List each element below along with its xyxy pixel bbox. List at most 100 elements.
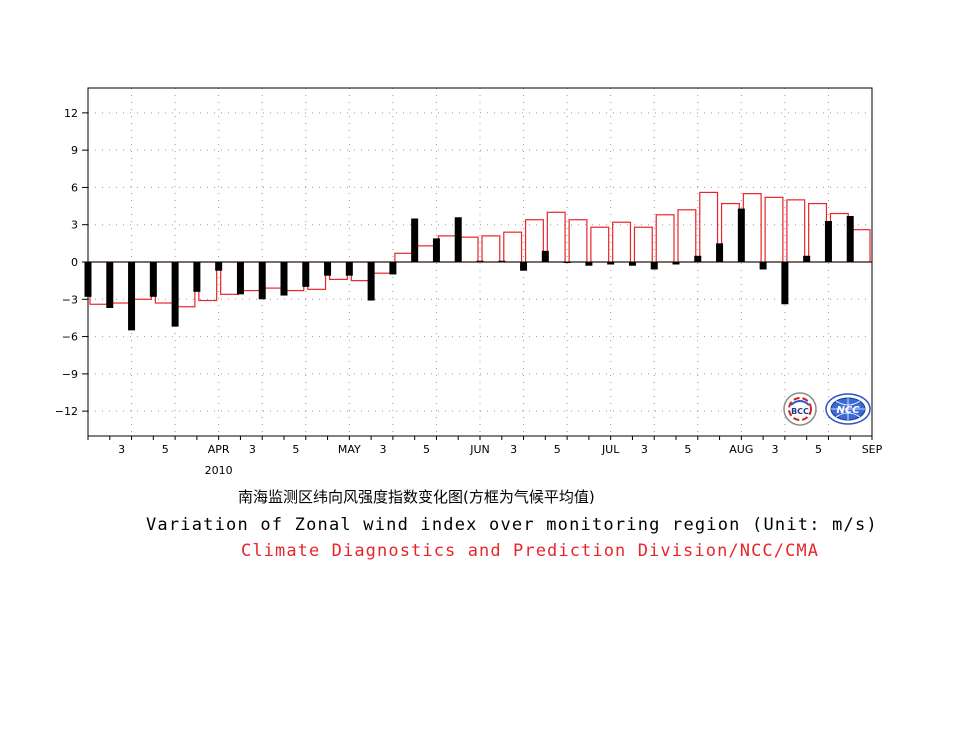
climatology-bar xyxy=(612,221,632,263)
y-tick-label: 9 xyxy=(71,144,78,157)
climatology-bar xyxy=(808,202,828,263)
x-axis: 3 5 APR 3 5 MAY 3 5 JUN 3 5 JUL 3 5 AUG 3 5 SEP xyxy=(87,436,883,456)
climatology-bar xyxy=(633,226,653,263)
climatology-bar xyxy=(568,219,588,263)
climatology-bar xyxy=(764,196,784,263)
x-tick-label: 3 xyxy=(380,443,387,456)
observed-bar xyxy=(476,260,484,262)
x-tick-label: 5 xyxy=(554,443,561,456)
observed-bar xyxy=(520,262,528,271)
x-tick-label: 3 xyxy=(249,443,256,456)
observed-bar xyxy=(149,262,157,297)
observed-bar xyxy=(716,243,724,262)
x-tick-label: 5 xyxy=(684,443,691,456)
observed-bar xyxy=(280,262,288,296)
x-tick-label: SEP xyxy=(862,443,883,456)
y-tick-label: 0 xyxy=(71,256,78,269)
observed-bar xyxy=(541,250,549,262)
climatology-bar xyxy=(699,191,719,263)
climatology-bar xyxy=(416,245,436,263)
climatology-bar xyxy=(285,261,305,292)
observed-bar xyxy=(824,220,832,262)
climatology-bar xyxy=(786,199,806,263)
y-tick-label: −12 xyxy=(55,405,78,418)
climatology-bar xyxy=(241,261,261,292)
climatology-bar xyxy=(829,212,849,263)
observed-bar xyxy=(128,262,136,331)
climatology-bar xyxy=(677,209,697,263)
observed-bar xyxy=(193,262,201,292)
climatology-bar xyxy=(742,193,762,263)
grid-lines xyxy=(88,88,873,436)
climatology-bar xyxy=(132,261,152,300)
observed-bar xyxy=(846,216,854,262)
x-tick-label: 5 xyxy=(423,443,430,456)
climatology-bar xyxy=(481,235,501,263)
x-tick-label: 3 xyxy=(510,443,517,456)
chinese-caption: 南海监测区纬向风强度指数变化图(方框为气候平均值) xyxy=(238,488,595,506)
climatology-bar xyxy=(590,226,610,263)
climatology-bar xyxy=(394,252,414,263)
x-tick-label: JUL xyxy=(601,443,620,456)
x-tick-label: APR xyxy=(208,443,230,456)
climatology-bar xyxy=(655,214,675,263)
observed-bar xyxy=(258,262,266,300)
climatology-bar xyxy=(503,231,523,263)
observed-bar xyxy=(498,260,506,262)
observed-bar xyxy=(454,217,462,262)
observed-bar xyxy=(607,262,615,265)
observed-bar xyxy=(759,262,767,270)
x-tick-label: 5 xyxy=(292,443,299,456)
observed-bar xyxy=(389,262,397,275)
y-tick-label: 3 xyxy=(71,219,78,232)
observed-bar xyxy=(650,262,658,270)
year-label: 2010 xyxy=(205,464,233,477)
observed-bar xyxy=(628,262,636,266)
x-tick-label: 3 xyxy=(118,443,125,456)
climatology-bar xyxy=(851,229,871,263)
climatology-bar xyxy=(372,261,392,274)
climatology-bar xyxy=(263,261,283,289)
observed-bar xyxy=(803,255,811,262)
y-tick-label: −3 xyxy=(62,293,78,306)
observed-bar xyxy=(411,218,419,262)
observed-bar xyxy=(345,262,353,276)
y-tick-label: −9 xyxy=(62,368,78,381)
climatology-bar xyxy=(111,261,131,304)
climatology-bar xyxy=(437,235,457,263)
english-caption: Variation of Zonal wind index over monit… xyxy=(146,515,878,535)
y-axis: 12 9 6 3 0 −3 −6 −9 −12 xyxy=(55,107,88,418)
observed-bar xyxy=(302,262,310,287)
x-tick-label: 5 xyxy=(815,443,822,456)
y-tick-label: −6 xyxy=(62,331,78,344)
x-tick-label: 3 xyxy=(772,443,779,456)
climatology-bar xyxy=(154,261,174,304)
climatology-bar xyxy=(176,261,196,308)
y-tick-label: 6 xyxy=(71,181,78,194)
x-tick-label: 5 xyxy=(162,443,169,456)
svg-text:NCC: NCC xyxy=(836,405,860,416)
observed-bar xyxy=(367,262,375,301)
organization-caption: Climate Diagnostics and Prediction Divis… xyxy=(241,541,820,561)
observed-bar xyxy=(236,262,244,295)
observed-bar xyxy=(215,262,223,271)
climatology-bar xyxy=(459,236,479,263)
x-tick-label: JUN xyxy=(469,443,490,456)
observed-bar xyxy=(694,255,702,262)
observed-bar xyxy=(585,262,593,266)
climatology-bar xyxy=(524,219,544,263)
climatology-bar xyxy=(328,261,348,280)
observed-bar xyxy=(781,262,789,305)
observed-bar xyxy=(672,262,680,265)
observed-bar xyxy=(171,262,179,327)
climatology-bar xyxy=(220,261,240,295)
climatology-bar xyxy=(198,261,218,302)
climatology-bar xyxy=(350,261,370,282)
ncc-logo: NCC xyxy=(825,393,871,425)
climatology-bar xyxy=(89,261,109,305)
observed-bar xyxy=(106,262,114,308)
climatology-bar xyxy=(546,211,566,263)
bcc-logo: BCC xyxy=(783,392,817,426)
x-tick-label: 3 xyxy=(641,443,648,456)
